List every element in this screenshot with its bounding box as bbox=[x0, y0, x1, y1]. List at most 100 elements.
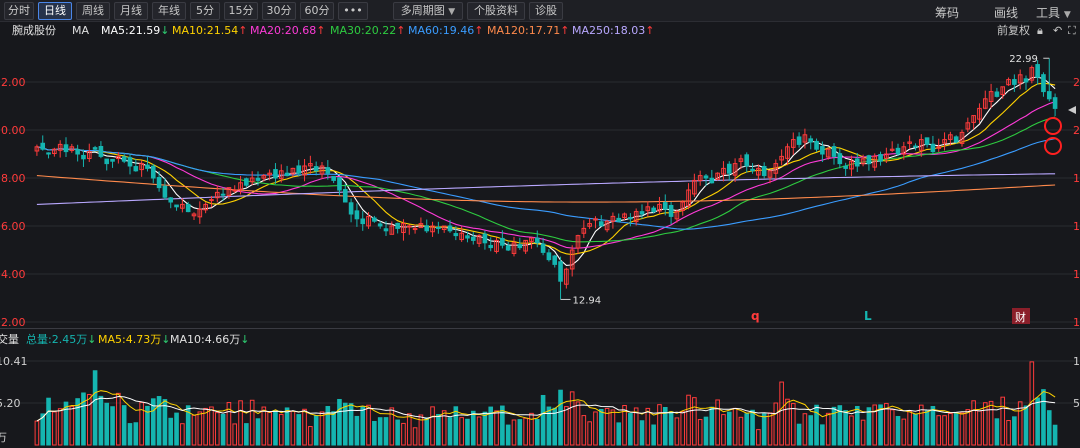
volume-bar bbox=[482, 411, 488, 446]
volume-bar bbox=[57, 408, 63, 446]
event-marker-1[interactable]: L bbox=[864, 309, 872, 323]
volume-bar bbox=[273, 410, 278, 446]
high-price-label: 22.99 bbox=[1009, 54, 1038, 65]
candle bbox=[843, 162, 848, 176]
candle bbox=[633, 208, 639, 226]
adjust-dropdown[interactable]: 前复权 bbox=[997, 24, 1030, 37]
candle bbox=[895, 143, 901, 157]
volume-bar bbox=[372, 420, 377, 446]
candle bbox=[98, 141, 104, 159]
ma-item-label: MA60:19.46 bbox=[408, 24, 475, 37]
tab-5[interactable]: 5分 bbox=[190, 2, 220, 20]
candle bbox=[1012, 74, 1017, 92]
candle bbox=[546, 249, 552, 262]
volume-bar bbox=[366, 404, 371, 446]
tab-6[interactable]: 15分 bbox=[224, 2, 258, 20]
event-marker-0[interactable]: q bbox=[751, 309, 760, 323]
candle bbox=[470, 231, 476, 245]
highlight-circle-ma20 bbox=[1044, 117, 1062, 135]
candle bbox=[232, 185, 238, 193]
volume-bar bbox=[319, 411, 325, 446]
volume-chart[interactable]: 10.41 5.20 万 1 5 bbox=[0, 349, 1080, 448]
price-tick-label: 18.00 bbox=[0, 172, 26, 185]
candle bbox=[57, 140, 63, 158]
tab-7[interactable]: 30分 bbox=[262, 2, 296, 20]
tab-3[interactable]: 月线 bbox=[114, 2, 148, 20]
volume-bar bbox=[767, 412, 773, 446]
tab-8[interactable]: 60分 bbox=[300, 2, 334, 20]
candle bbox=[139, 160, 144, 177]
tools-label: 工具 bbox=[1036, 6, 1061, 20]
candle bbox=[476, 234, 482, 248]
volume-ma-line-10 bbox=[36, 395, 1056, 422]
candle bbox=[406, 224, 412, 235]
candle bbox=[639, 204, 645, 219]
volume-bar bbox=[517, 419, 523, 446]
candle bbox=[884, 147, 889, 164]
undo-icon[interactable]: ↶ bbox=[1053, 24, 1063, 37]
candle bbox=[214, 185, 220, 203]
volume-bar bbox=[546, 406, 552, 446]
diagnose-button[interactable]: 诊股 bbox=[529, 2, 563, 20]
volume-bar bbox=[982, 402, 988, 446]
candle bbox=[110, 158, 115, 168]
tab-4[interactable]: 年线 bbox=[152, 2, 186, 20]
volume-bar bbox=[709, 406, 715, 446]
multi-period-dropdown[interactable]: 多周期图 ▼ bbox=[393, 2, 463, 20]
volume-bar bbox=[581, 415, 587, 446]
candle bbox=[767, 170, 773, 184]
chip-button[interactable]: 筹码 bbox=[935, 6, 960, 20]
volume-bar bbox=[40, 413, 46, 446]
volume-bar bbox=[604, 407, 610, 446]
price-tick-right: 2 bbox=[1073, 124, 1080, 137]
candle bbox=[401, 219, 406, 241]
candle bbox=[668, 201, 674, 225]
volume-bar bbox=[255, 418, 261, 446]
fullscreen-icon[interactable]: ⛶ bbox=[1068, 24, 1076, 37]
tab-0[interactable]: 分时 bbox=[4, 2, 34, 20]
candle bbox=[40, 135, 46, 151]
volume-bar bbox=[825, 412, 831, 446]
volume-bar bbox=[470, 410, 476, 446]
candle bbox=[302, 158, 307, 182]
stock-info-button[interactable]: 个股资料 bbox=[467, 2, 525, 20]
ma-item-0: MA5:21.59↓ bbox=[101, 22, 169, 40]
volume-bar bbox=[779, 381, 784, 446]
volume-bar bbox=[494, 410, 499, 446]
candle bbox=[75, 144, 80, 162]
volume-bar bbox=[348, 403, 354, 446]
volume-bar bbox=[34, 420, 40, 446]
volume-bar bbox=[244, 423, 249, 446]
volume-bar bbox=[127, 423, 133, 446]
candle bbox=[598, 215, 604, 227]
lock-icon[interactable]: 🔒︎ bbox=[1037, 24, 1043, 37]
volume-bar bbox=[662, 406, 668, 446]
candle bbox=[726, 161, 732, 181]
price-tick-right: 1 bbox=[1073, 220, 1080, 233]
kline-chart[interactable]: 22.00 2 20.00 2 18.00 1 16.00 1 14.00 1 12.00 1 22.9… bbox=[0, 40, 1080, 328]
volume-total-arrow: ↓ bbox=[87, 333, 97, 346]
candle bbox=[418, 217, 424, 229]
tab-9[interactable]: ••• bbox=[338, 2, 368, 20]
candle bbox=[185, 201, 191, 213]
tools-button[interactable]: 工具 ▼ bbox=[1036, 4, 1071, 21]
draw-line-button[interactable]: 画线 bbox=[994, 6, 1019, 20]
ma-label[interactable]: MA bbox=[72, 24, 90, 37]
candle bbox=[581, 220, 587, 238]
candle bbox=[732, 158, 738, 183]
candle bbox=[686, 183, 691, 210]
candle bbox=[267, 169, 272, 181]
volume-bar bbox=[790, 403, 796, 446]
volume-bar bbox=[69, 405, 75, 446]
volume-bar bbox=[121, 405, 127, 446]
candle bbox=[959, 129, 965, 147]
volume-bar bbox=[249, 399, 255, 446]
candle bbox=[849, 155, 854, 177]
volume-bar bbox=[453, 406, 459, 446]
volume-label[interactable]: 成交量 bbox=[0, 333, 19, 346]
tab-1[interactable]: 日线 bbox=[38, 2, 72, 20]
volume-bar bbox=[872, 404, 878, 446]
candle bbox=[127, 153, 133, 175]
tab-2[interactable]: 周线 bbox=[76, 2, 110, 20]
earnings-marker[interactable]: 财 bbox=[1015, 310, 1026, 324]
